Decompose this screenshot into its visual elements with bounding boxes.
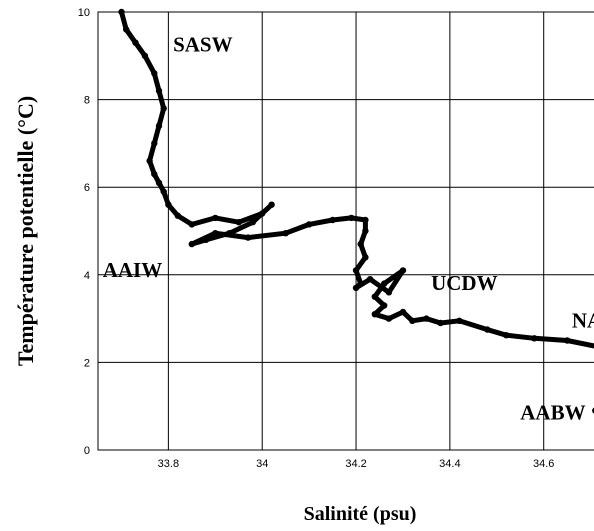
data-point — [202, 236, 210, 243]
data-point — [564, 337, 571, 344]
plot-frame — [97, 11, 594, 451]
data-point — [249, 219, 256, 226]
data-point — [371, 311, 378, 318]
data-point — [259, 210, 266, 217]
data-point — [381, 302, 388, 309]
data-point — [155, 122, 163, 130]
data-point — [362, 254, 369, 261]
data-point — [268, 201, 275, 208]
data-point — [235, 219, 242, 226]
y-tick-labels: 0 2 4 6 8 10 — [78, 7, 90, 457]
data-point — [160, 105, 167, 112]
data-point — [118, 8, 125, 16]
x-tick-label: 34.4 — [439, 458, 460, 470]
data-point — [146, 157, 153, 165]
gridlines — [98, 11, 594, 451]
data-point — [437, 319, 444, 327]
data-point — [174, 212, 181, 219]
data-point — [503, 332, 510, 339]
data-point — [188, 240, 195, 248]
x-tick-label: 34 — [256, 458, 268, 470]
water-mass-label: SASW — [173, 32, 233, 56]
data-point — [132, 39, 139, 46]
data-point — [329, 216, 336, 224]
data-point — [212, 214, 219, 222]
y-tick-label: 6 — [84, 182, 90, 194]
data-point — [188, 221, 195, 228]
water-mass-label: NADW — [572, 308, 594, 332]
data-point — [352, 267, 360, 274]
water-mass-label: AABW — [520, 400, 585, 424]
data-point — [151, 140, 158, 147]
data-point — [409, 317, 416, 324]
data-point — [399, 267, 407, 274]
data-point — [155, 87, 163, 95]
data-point — [423, 315, 430, 322]
data-point — [165, 201, 172, 208]
data-point — [385, 289, 393, 296]
y-axis-title: Température potentielle (°C) — [13, 96, 38, 366]
data-point — [362, 227, 369, 235]
data-point — [155, 179, 163, 186]
data-point — [484, 326, 491, 333]
data-point — [399, 308, 407, 316]
data-point — [531, 335, 538, 342]
data-point — [385, 315, 393, 322]
data-point — [357, 240, 364, 248]
water-mass-label: AAIW — [103, 258, 163, 282]
data-point — [151, 70, 158, 77]
x-tick-label: 34.6 — [533, 458, 554, 470]
data-point — [160, 188, 167, 195]
series-line — [119, 9, 594, 413]
data-point — [123, 26, 130, 33]
data-point — [371, 293, 378, 300]
data-point — [212, 230, 219, 237]
water-mass-label: UCDW — [431, 271, 498, 295]
data-point — [282, 230, 289, 237]
data-point — [226, 230, 233, 237]
water-mass-labels: SASW AAIW UCDW NADW AABW — [103, 32, 594, 424]
y-tick-label: 0 — [84, 445, 90, 457]
x-tick-label: 34.2 — [345, 458, 366, 470]
data-point — [348, 214, 355, 222]
data-point — [381, 280, 388, 287]
y-tick-label: 10 — [78, 7, 90, 19]
data-point — [357, 280, 364, 287]
data-series — [118, 8, 594, 414]
data-point — [151, 170, 158, 178]
y-tick-label: 8 — [84, 95, 90, 107]
x-tick-label: 33.8 — [158, 458, 179, 470]
data-point — [362, 216, 369, 224]
data-point — [366, 276, 374, 283]
data-point — [141, 52, 149, 59]
data-point — [352, 284, 360, 292]
data-point — [305, 221, 313, 228]
y-tick-label: 2 — [84, 357, 90, 369]
x-axis-title: Salinité (psu) — [304, 503, 417, 525]
data-point — [244, 234, 252, 241]
y-tick-label: 4 — [84, 270, 90, 282]
data-point — [456, 317, 463, 324]
